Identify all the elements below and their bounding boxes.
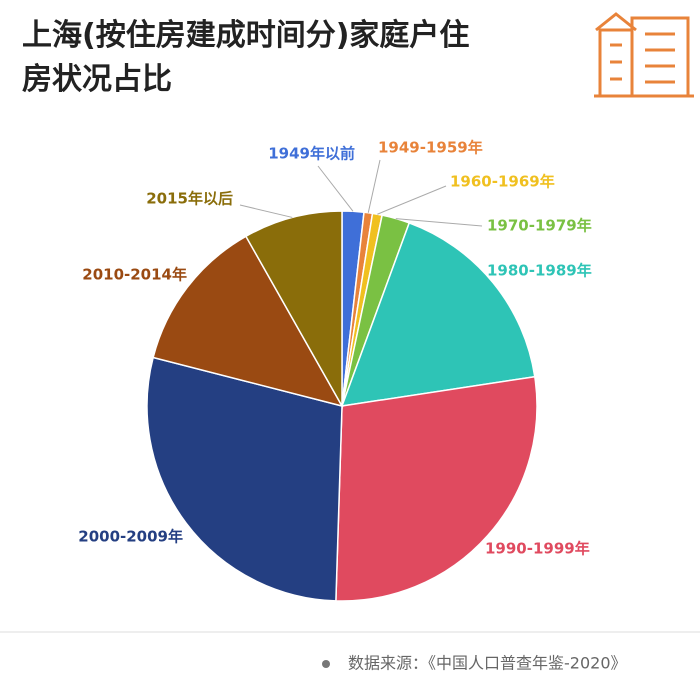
building-icon [594,12,694,98]
leader-line [377,185,447,215]
slice-label: 1960-1969年 [450,173,555,191]
slice-label: 1980-1989年 [487,262,592,280]
pie-slice [146,356,343,602]
slice-label: 1990-1999年 [485,540,590,558]
slice-label: 2010-2014年 [82,266,187,284]
slice-label: 1970-1979年 [487,217,592,235]
slice-label: 1949年以前 [268,145,355,163]
leader-line [317,165,354,212]
chart-title: 上海(按住房建成时间分)家庭户住房状况占比 [22,18,470,97]
pie-slice [335,375,538,602]
pie-slice [244,210,343,409]
source: 数据来源：《中国人口普查年鉴-2020》 [348,654,627,673]
slice-label: 2015年以后 [146,190,233,208]
slice-label: 1949-1959年 [378,139,483,157]
leader-line [367,159,381,213]
pie-slice [340,221,536,407]
leader-line [239,204,293,218]
slice-label: 2000-2009年 [78,528,183,546]
source-bullet [322,660,330,668]
pie-slice [152,235,344,408]
leader-line [395,218,483,227]
